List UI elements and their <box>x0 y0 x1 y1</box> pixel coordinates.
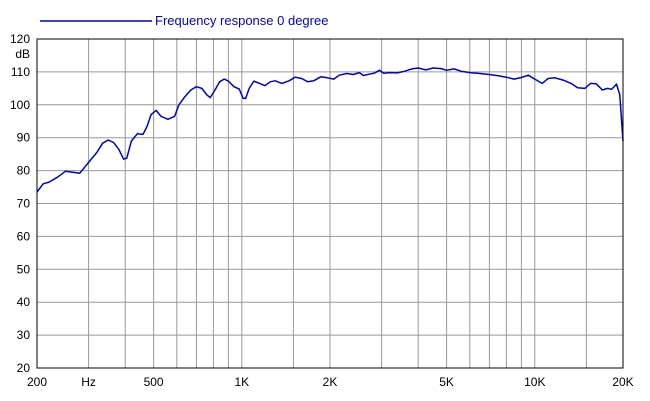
y-tick-label: 120 <box>10 32 30 46</box>
legend-label: Frequency response 0 degree <box>155 13 328 28</box>
x-tick-label: Hz <box>81 375 96 389</box>
y-tick-label: 50 <box>17 262 31 276</box>
y-tick-label: 90 <box>17 131 31 145</box>
x-tick-label: 1K <box>234 375 249 389</box>
x-tick-label: 2K <box>323 375 338 389</box>
x-tick-label: 500 <box>144 375 164 389</box>
y-tick-label: 60 <box>17 229 31 243</box>
grid <box>36 38 624 369</box>
legend: Frequency response 0 degree <box>40 13 328 28</box>
x-tick-label: 20K <box>612 375 633 389</box>
series-layer <box>36 67 624 193</box>
y-tick-label: 40 <box>17 295 31 309</box>
x-tick-label: 5K <box>439 375 454 389</box>
x-tick-label: 200 <box>27 375 47 389</box>
y-tick-label: 30 <box>17 328 31 342</box>
y-tick-label: 20 <box>17 361 31 375</box>
y-tick-labels: 20 30 40 50 60 70 80 90 100 110 120 <box>10 32 30 375</box>
plot-frame <box>36 38 624 369</box>
y-axis-label: dB <box>15 47 30 61</box>
y-tick-label: 80 <box>17 164 31 178</box>
y-tick-label: 70 <box>17 197 31 211</box>
series-line <box>36 67 624 193</box>
y-tick-label: 110 <box>11 65 30 79</box>
x-tick-label: 10K <box>524 375 545 389</box>
y-tick-label: 100 <box>10 98 30 112</box>
x-tick-labels: 200 Hz 500 1K 2K 5K 10K 20K <box>27 375 634 389</box>
